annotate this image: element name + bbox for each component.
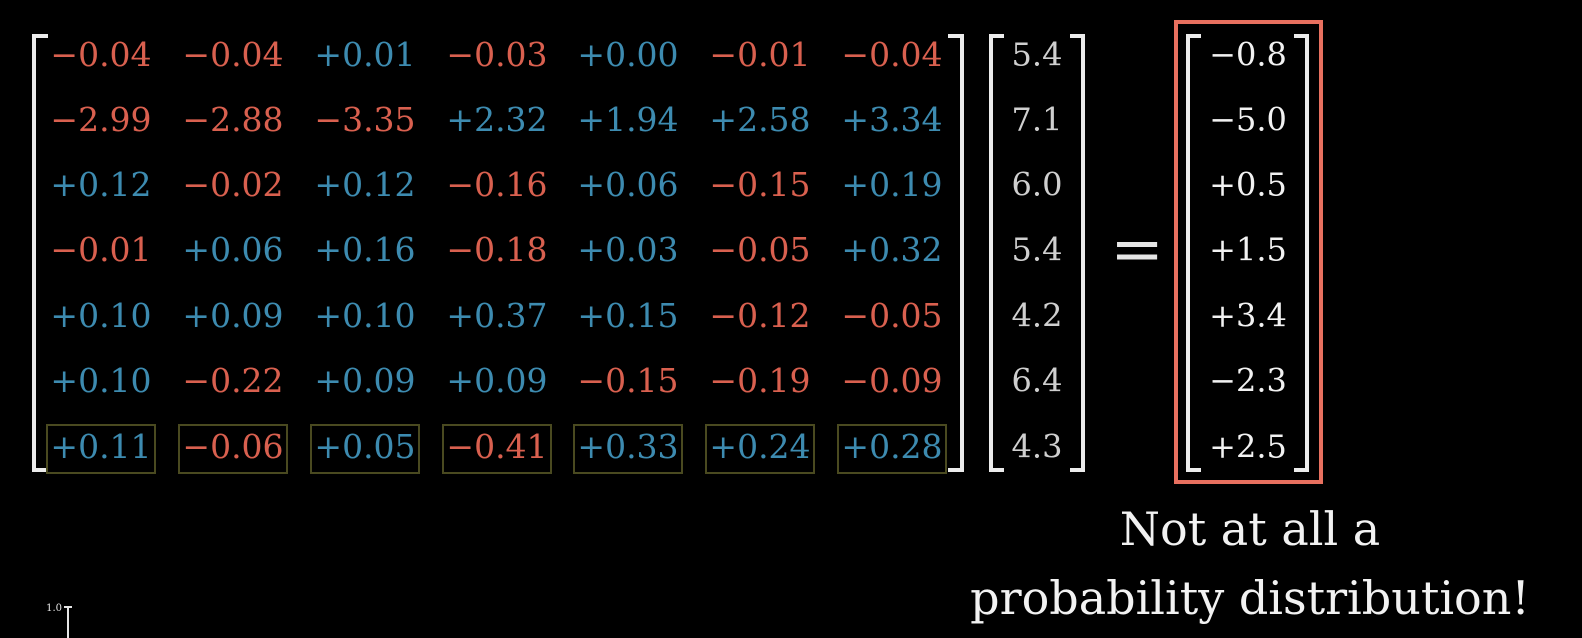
matrix-cell: +0.09 (314, 361, 415, 400)
matrix-cell: −0.02 (182, 165, 283, 204)
output-highlight-box (1174, 20, 1323, 484)
input-vector: 5.4 7.1 6.0 5.4 4.2 6.4 4.3 (1012, 36, 1063, 466)
matrix-cell: −0.15 (577, 361, 678, 400)
matrix-cell: −0.01 (709, 35, 810, 74)
matrix-cell: −0.16 (446, 165, 547, 204)
matrix-cell: −2.88 (182, 100, 283, 139)
weight-matrix: −0.04 −0.04 +0.01 −0.03 +0.00 −0.01 −0.04 −2.99… (50, 35, 942, 466)
axis-tick-label: 1.0 (46, 603, 62, 614)
matrix-cell: +0.32 (841, 230, 942, 269)
matrix-cell: +2.32 (446, 100, 547, 139)
matrix-cell: +0.19 (841, 165, 942, 204)
output-vector-entry: +3.4 (1209, 297, 1287, 335)
input-vector-right-bracket (1070, 34, 1085, 472)
matrix-cell: −0.09 (841, 361, 942, 400)
matrix-cell: −0.04 (182, 35, 283, 74)
matrix-cell: −2.99 (50, 100, 151, 139)
input-vector-entry: 6.4 (1012, 362, 1063, 400)
matrix-cell: −0.04 (50, 35, 151, 74)
output-vector: −0.8 −5.0 +0.5 +1.5 +3.4 −2.3 +2.5 (1209, 36, 1287, 466)
matrix-cell: −0.03 (446, 35, 547, 74)
output-vector-entry: +0.5 (1209, 166, 1287, 204)
matrix-cell: +0.06 (577, 165, 678, 204)
row-highlight-box (442, 424, 552, 474)
output-vector-entry: −2.3 (1209, 362, 1287, 400)
matrix-cell: +0.12 (314, 165, 415, 204)
highlighted-row-boxes (46, 424, 947, 474)
matrix-cell: −3.35 (314, 100, 415, 139)
matrix-cell: +0.24 (709, 427, 810, 466)
matrix-cell: +0.09 (182, 296, 283, 335)
output-vector-entry: −0.8 (1209, 36, 1287, 74)
output-vector-left-bracket (1186, 34, 1201, 472)
input-vector-entry: 5.4 (1012, 36, 1063, 74)
matrix-cell: −0.12 (709, 296, 810, 335)
matrix-cell: +0.06 (182, 230, 283, 269)
matrix-cell: −0.06 (182, 427, 283, 466)
row-highlight-box (310, 424, 420, 474)
row-highlight-box (837, 424, 947, 474)
matrix-cell: −0.05 (709, 230, 810, 269)
matrix-cell: +0.10 (50, 361, 151, 400)
input-vector-left-bracket (989, 34, 1004, 472)
matrix-cell: +0.33 (577, 427, 678, 466)
input-vector-entry: 5.4 (1012, 231, 1063, 269)
matrix-cell: +0.10 (314, 296, 415, 335)
matrix-cell: −0.19 (709, 361, 810, 400)
output-vector-right-bracket (1294, 34, 1309, 472)
matrix-cell: +0.01 (314, 35, 415, 74)
row-highlight-box (573, 424, 683, 474)
matrix-cell: +0.12 (50, 165, 151, 204)
input-vector-entry: 6.0 (1012, 166, 1063, 204)
matrix-right-bracket (948, 34, 964, 472)
matrix-cell: −0.05 (841, 296, 942, 335)
caption-line-1: Not at all a (1120, 502, 1380, 556)
matrix-cell: +2.58 (709, 100, 810, 139)
input-vector-entry: 4.2 (1012, 297, 1063, 335)
matrix-left-bracket (32, 34, 48, 472)
matrix-cell: −0.18 (446, 230, 547, 269)
matrix-cell: +0.28 (841, 427, 942, 466)
matrix-brackets (32, 34, 964, 472)
matrix-cell: +0.09 (446, 361, 547, 400)
output-vector-entry: −5.0 (1209, 101, 1287, 139)
matrix-cell: +0.03 (577, 230, 678, 269)
row-highlight-box (705, 424, 815, 474)
row-highlight-box (178, 424, 288, 474)
output-vector-brackets (1186, 34, 1309, 472)
matrix-cell: −0.15 (709, 165, 810, 204)
matrix-cell: +3.34 (841, 100, 942, 139)
output-vector-entry: +1.5 (1209, 231, 1287, 269)
matrix-cell: −0.01 (50, 230, 151, 269)
matrix-cell: +0.16 (314, 230, 415, 269)
input-vector-brackets (989, 34, 1085, 472)
matrix-cell: +1.94 (577, 100, 678, 139)
matrix-cell: +0.37 (446, 296, 547, 335)
caption-line-2: probability distribution! (970, 571, 1530, 625)
matrix-cell: +0.05 (314, 427, 415, 466)
input-vector-entry: 4.3 (1012, 428, 1063, 466)
matrix-cell: −0.04 (841, 35, 942, 74)
equals-sign: = (1110, 213, 1164, 287)
matrix-cell: +0.00 (577, 35, 678, 74)
matrix-cell: +0.10 (50, 296, 151, 335)
partial-axis: 1.0 (46, 603, 72, 638)
row-highlight-box (46, 424, 156, 474)
matrix-cell: −0.22 (182, 361, 283, 400)
matrix-cell: +0.15 (577, 296, 678, 335)
input-vector-entry: 7.1 (1012, 101, 1063, 139)
matrix-cell: −0.41 (446, 427, 547, 466)
matrix-cell: +0.11 (50, 427, 151, 466)
output-vector-entry: +2.5 (1209, 428, 1287, 466)
